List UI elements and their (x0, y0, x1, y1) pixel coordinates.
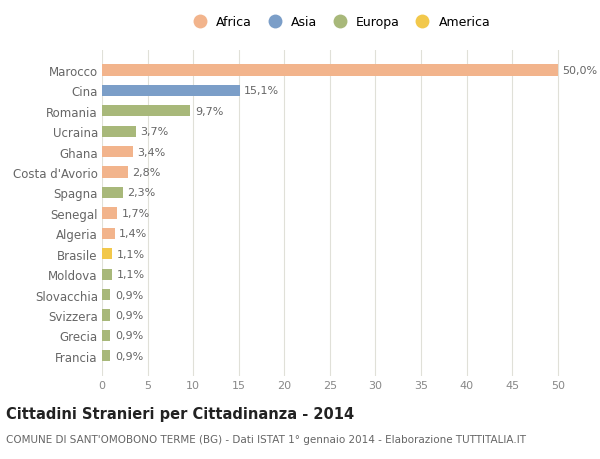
Bar (102, 269, 112, 280)
Text: 1,4%: 1,4% (119, 229, 148, 239)
Bar (102, 86, 239, 97)
Text: 2,8%: 2,8% (132, 168, 160, 178)
Text: 1,1%: 1,1% (116, 249, 145, 259)
Text: 2,3%: 2,3% (128, 188, 156, 198)
Bar (102, 167, 128, 178)
Bar (102, 228, 115, 240)
Text: 3,4%: 3,4% (137, 147, 166, 157)
Text: 0,9%: 0,9% (115, 330, 143, 341)
Bar (102, 350, 110, 362)
Text: Cittadini Stranieri per Cittadinanza - 2014: Cittadini Stranieri per Cittadinanza - 2… (6, 406, 354, 421)
Bar (102, 289, 110, 301)
Text: 50,0%: 50,0% (562, 66, 598, 76)
Bar (102, 310, 110, 321)
Text: 1,7%: 1,7% (122, 208, 151, 218)
Text: 0,9%: 0,9% (115, 290, 143, 300)
Text: 0,9%: 0,9% (115, 351, 143, 361)
Text: COMUNE DI SANT'OMOBONO TERME (BG) - Dati ISTAT 1° gennaio 2014 - Elaborazione TU: COMUNE DI SANT'OMOBONO TERME (BG) - Dati… (6, 434, 526, 444)
Bar (102, 330, 110, 341)
Legend: Africa, Asia, Europa, America: Africa, Asia, Europa, America (182, 11, 496, 34)
Bar (102, 65, 558, 77)
Text: 0,9%: 0,9% (115, 310, 143, 320)
Bar (102, 208, 118, 219)
Text: 1,1%: 1,1% (116, 269, 145, 280)
Bar (102, 147, 133, 158)
Bar (102, 106, 190, 117)
Text: 15,1%: 15,1% (244, 86, 280, 96)
Bar (102, 187, 123, 199)
Text: 3,7%: 3,7% (140, 127, 169, 137)
Bar (102, 249, 112, 260)
Bar (102, 126, 136, 138)
Text: 9,7%: 9,7% (195, 106, 223, 117)
